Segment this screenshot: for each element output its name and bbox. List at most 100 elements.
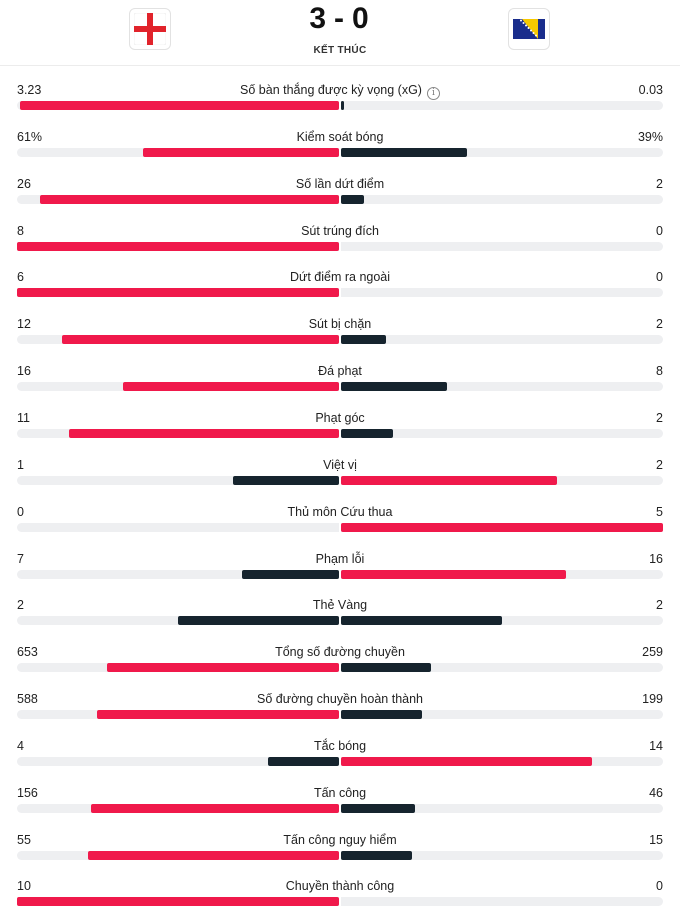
away-stat-value: 8 <box>656 364 663 379</box>
away-bar-track <box>341 147 663 157</box>
match-score: 3-0 <box>0 2 680 36</box>
stat-label-wrapper: Sút trúng đích <box>140 224 540 238</box>
stat-row: 61% Kiểm soát bóng 39% <box>0 130 680 170</box>
away-team-flag[interactable] <box>508 8 550 50</box>
home-team-flag[interactable] <box>129 8 171 50</box>
stat-label-wrapper: Đá phạt <box>140 364 540 378</box>
stat-row: 156 Tấn công 46 <box>0 786 680 826</box>
away-stat-value: 5 <box>656 504 663 519</box>
home-bar-fill <box>88 850 339 860</box>
away-bar-fill <box>341 522 663 532</box>
stat-row: 8 Sút trúng đích 0 <box>0 224 680 264</box>
away-bar-track <box>341 382 663 392</box>
stat-row: 2 Thẻ Vàng 2 <box>0 598 680 638</box>
away-stat-value: 2 <box>656 176 663 191</box>
home-stat-value: 653 <box>17 645 38 660</box>
home-bar-track <box>17 803 339 813</box>
home-bar-fill <box>17 241 339 251</box>
stat-label-wrapper: Tắc bóng <box>140 739 540 753</box>
away-stat-value: 39% <box>637 129 663 144</box>
stat-label-wrapper: Phạt góc <box>140 411 540 425</box>
stat-label-wrapper: Số lần dứt điểm <box>140 177 540 191</box>
away-bar-fill <box>341 569 566 579</box>
stat-label: Đá phạt <box>318 364 362 379</box>
stat-row: 6 Dứt điểm ra ngoài 0 <box>0 270 680 310</box>
home-stat-value: 3.23 <box>17 83 42 97</box>
away-stat-value: 0 <box>656 879 663 894</box>
home-stat-value: 7 <box>17 551 24 566</box>
away-bar-fill <box>341 616 502 626</box>
stat-label: Sút bị chặn <box>308 317 372 332</box>
stat-label: Thủ môn Cứu thua <box>287 504 393 519</box>
away-bar-track <box>341 101 663 110</box>
away-bar-track <box>341 475 663 485</box>
stat-label-wrapper: Dứt điểm ra ngoài <box>140 270 540 284</box>
away-stat-value: 46 <box>649 785 663 800</box>
home-stat-value: 2 <box>17 598 24 613</box>
stat-row: 11 Phạt góc 2 <box>0 411 680 451</box>
home-bar-fill <box>17 288 339 298</box>
away-stat-value: 0.03 <box>638 83 663 97</box>
home-bar-track <box>17 288 339 298</box>
away-bar-track <box>341 803 663 813</box>
stat-label-wrapper: Chuyền thành công <box>140 879 540 893</box>
home-stat-value: 61% <box>17 129 43 144</box>
stat-label: Số bàn thắng được kỳ vọng (xG) <box>240 83 422 97</box>
away-bar-track <box>341 710 663 720</box>
away-score: 0 <box>352 2 371 35</box>
home-bar-track <box>17 663 339 673</box>
stat-label-wrapper: Tấn công nguy hiểm <box>140 833 540 847</box>
stat-label: Việt vị <box>323 457 357 472</box>
home-bar-fill <box>123 382 339 392</box>
home-stat-value: 26 <box>17 176 31 191</box>
stat-label: Phạt góc <box>315 410 365 425</box>
away-stat-value: 15 <box>649 832 663 847</box>
away-bar-track <box>341 241 663 251</box>
home-bar-track <box>17 241 339 251</box>
stat-label-wrapper: Việt vị <box>140 458 540 472</box>
info-icon[interactable]: i <box>426 87 440 100</box>
home-bar-fill <box>20 101 339 110</box>
stat-label-wrapper: Thẻ Vàng <box>140 598 540 612</box>
home-bar-fill <box>242 569 339 579</box>
home-stat-value: 8 <box>17 223 24 238</box>
away-stat-value: 0 <box>656 223 663 238</box>
home-bar-track <box>17 569 339 579</box>
stat-label: Tấn công <box>313 785 367 800</box>
stat-label-wrapper: Sút bị chặn <box>140 317 540 331</box>
home-bar-track <box>17 147 339 157</box>
home-bar-fill <box>40 194 339 204</box>
home-stat-value: 16 <box>17 364 31 379</box>
home-bar-fill <box>69 428 339 438</box>
stat-label-wrapper: Tổng số đường chuyền <box>140 645 540 659</box>
home-stat-value: 4 <box>17 738 24 753</box>
away-bar-track <box>341 616 663 626</box>
away-stat-value: 16 <box>649 551 663 566</box>
score-separator: - <box>334 2 346 35</box>
home-bar-fill <box>17 897 339 907</box>
stat-label: Số đường chuyền hoàn thành <box>257 692 423 707</box>
stat-label: Thẻ Vàng <box>312 598 368 613</box>
stat-row: 3.23 Số bàn thắng được kỳ vọng (xG) i 0.03 <box>0 83 680 123</box>
home-bar-fill <box>268 756 339 766</box>
stat-label-wrapper: Thủ môn Cứu thua <box>140 505 540 519</box>
stat-row: 588 Số đường chuyền hoàn thành 199 <box>0 692 680 732</box>
home-bar-track <box>17 194 339 204</box>
stat-row: 55 Tấn công nguy hiểm 15 <box>0 833 680 873</box>
stat-label: Phạm lỗi <box>315 551 365 566</box>
home-bar-track <box>17 850 339 860</box>
home-bar-track <box>17 382 339 392</box>
stat-label: Kiểm soát bóng <box>296 129 384 144</box>
home-stat-value: 10 <box>17 879 31 894</box>
away-stat-value: 2 <box>656 457 663 472</box>
stat-label-wrapper: Kiểm soát bóng <box>140 130 540 144</box>
stat-label-wrapper: Tấn công <box>140 786 540 800</box>
stat-row: 1 Việt vị 2 <box>0 458 680 498</box>
away-bar-fill <box>341 147 467 157</box>
home-bar-fill <box>62 335 339 345</box>
home-bar-fill <box>91 803 339 813</box>
stat-label-wrapper: Phạm lỗi <box>140 552 540 566</box>
stat-label: Tấn công nguy hiểm <box>283 832 397 847</box>
home-bar-track <box>17 756 339 766</box>
home-score: 3 <box>309 2 328 35</box>
